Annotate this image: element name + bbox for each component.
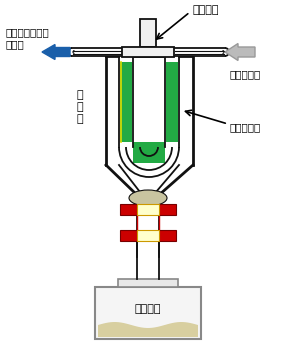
FancyArrow shape [225, 44, 255, 60]
Text: 金属触媒板: 金属触媒板 [230, 122, 261, 132]
Text: 水素・メタン混
合ガス: 水素・メタン混 合ガス [5, 27, 49, 49]
Polygon shape [98, 322, 198, 337]
Bar [159, 230, 176, 241]
Bar [166, 62, 178, 142]
FancyArrow shape [42, 45, 70, 60]
Bar [137, 203, 159, 215]
Text: ヒーター: ヒーター [193, 5, 220, 15]
Bar [95, 287, 201, 339]
Text: 反
応
炉: 反 応 炉 [77, 90, 83, 124]
Bar [159, 203, 176, 215]
Text: メタンガス: メタンガス [230, 69, 261, 79]
Bar [133, 142, 165, 163]
Bar [120, 203, 137, 215]
Bar [120, 230, 137, 241]
Ellipse shape [129, 190, 167, 206]
Bar [120, 62, 132, 142]
Text: 生成炭素: 生成炭素 [135, 304, 161, 314]
Bar [118, 279, 178, 287]
Bar [137, 230, 159, 241]
Bar [140, 19, 156, 47]
Bar [122, 47, 174, 57]
